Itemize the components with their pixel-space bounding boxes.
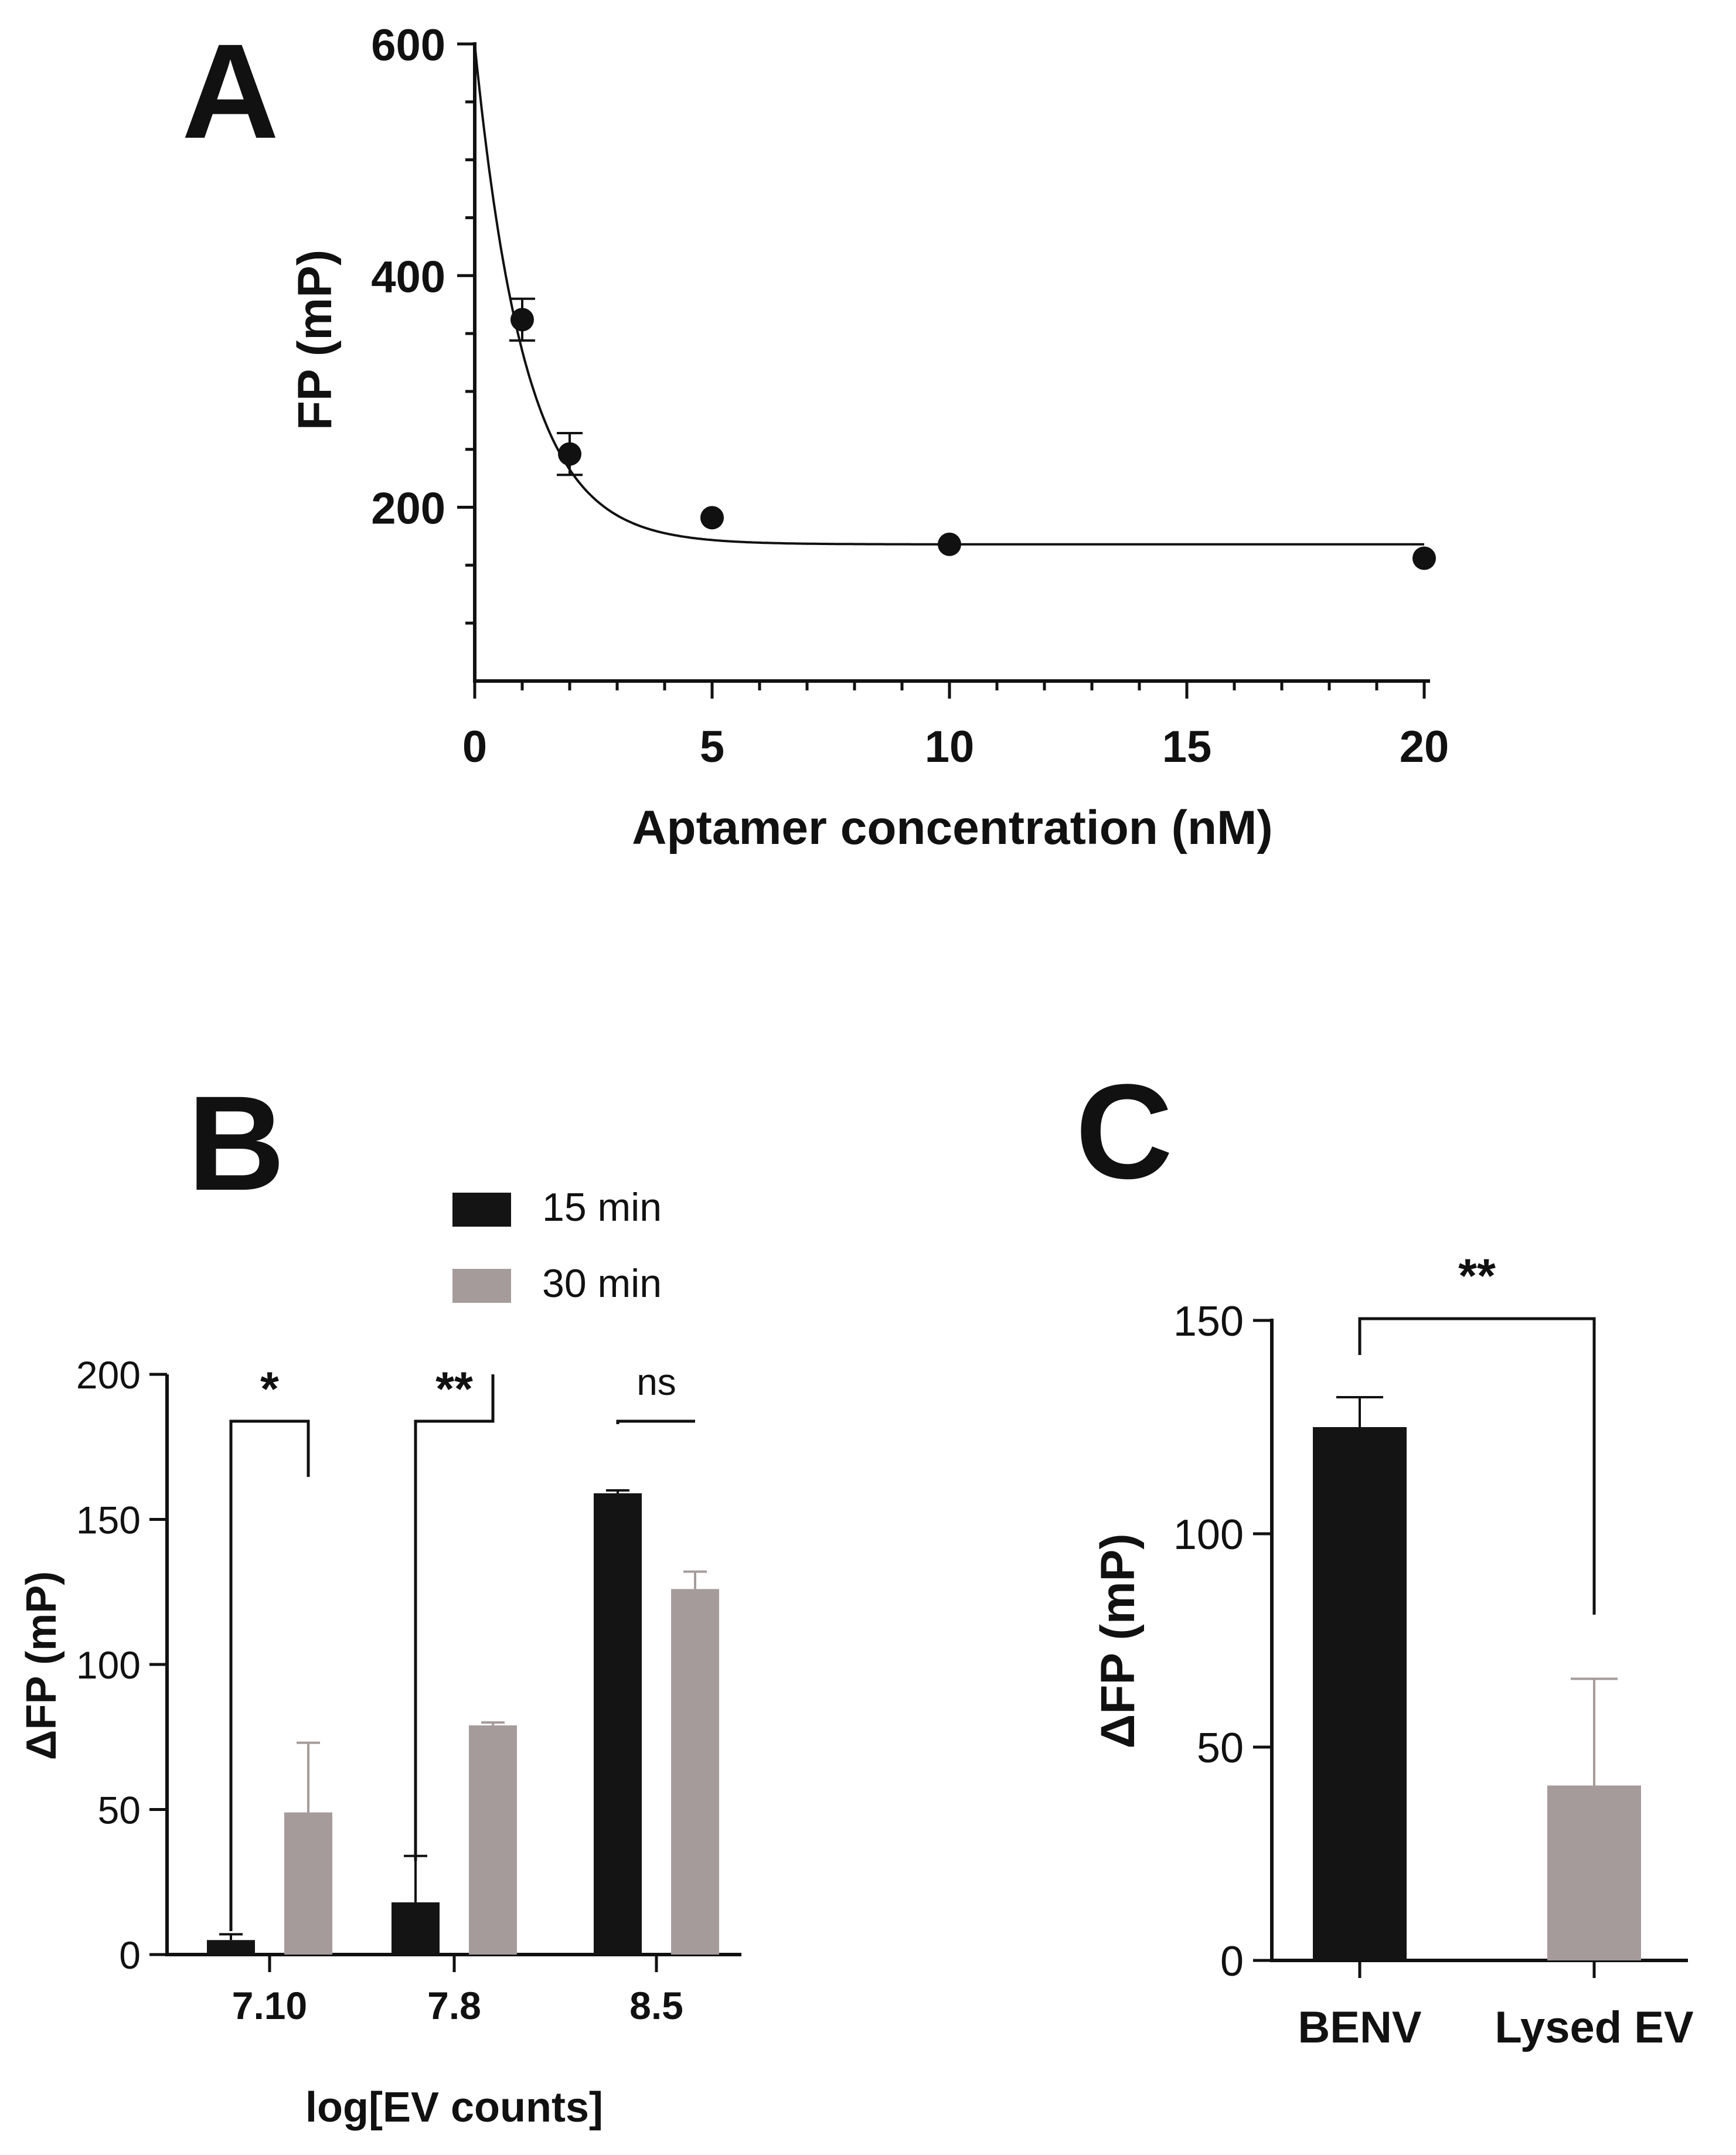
panel-b-x-ticks: 7.10 7.8 8.5 [232, 1955, 683, 2027]
panel-a-y-tick-label: 200 [371, 484, 445, 534]
panel-a-x-tick-label: 5 [700, 722, 724, 772]
panel-a: A 200 400 600 0 5 10 15 20 Aptamer concentrati… [182, 16, 1449, 854]
panel-c-y-ticks: 0 50 100 150 [1173, 1298, 1272, 1985]
panel-b-bar [469, 1725, 517, 1955]
panel-b-sig-label: ** [435, 1363, 473, 1416]
panel-c-sig-bracket [1358, 1317, 1596, 1615]
panel-b-y-tick-label: 50 [98, 1789, 141, 1832]
panel-a-y-tick-label: 600 [371, 21, 445, 70]
panel-b-bar [207, 1940, 255, 1955]
panel-a-data-point [938, 532, 961, 556]
panel-b-x-tick-label: 7.8 [427, 1984, 481, 2027]
panel-b-bar [392, 1902, 440, 1955]
panel-b-x-tick-label: 7.10 [232, 1984, 307, 2027]
panel-c-x-tick-label: BENV [1298, 2003, 1421, 2052]
panel-b-y-tick-label: 150 [76, 1499, 141, 1542]
panel-a-data-point [700, 506, 724, 530]
panel-c-sig-label: ** [1458, 1250, 1496, 1303]
panel-c-bar [1313, 1427, 1407, 1960]
panel-a-y-label: FP (mP) [288, 250, 342, 430]
legend-swatch-30min [452, 1269, 511, 1303]
panel-a-y-ticks: 200 400 600 [371, 21, 475, 625]
panel-a-data-point [558, 442, 581, 466]
panel-b-y-tick-label: 100 [76, 1643, 141, 1687]
panel-c-significance: ** [1358, 1250, 1596, 1615]
panel-a-fit-curve [474, 43, 1424, 546]
panel-c-y-tick-label: 0 [1220, 1938, 1244, 1985]
panel-a-x-ticks: 0 5 10 15 20 [462, 681, 1449, 772]
panel-c: C 0 50 100 150 BENV Lysed EV ** ΔFP (mP) [1075, 1056, 1694, 2052]
panel-b-sig-bracket [616, 1419, 695, 1424]
panel-c-y-tick-label: 150 [1173, 1298, 1244, 1345]
panel-b-y-tick-label: 200 [76, 1353, 141, 1397]
panel-b-bars [207, 1489, 719, 1955]
legend-label-30min: 30 min [542, 1261, 662, 1306]
panel-c-y-tick-label: 100 [1173, 1511, 1244, 1558]
panel-a-letter: A [182, 16, 279, 166]
panel-b-y-tick-label: 0 [119, 1933, 141, 1977]
panel-c-bars [1313, 1396, 1641, 1960]
panel-c-letter: C [1075, 1056, 1173, 1207]
panel-a-x-tick-label: 10 [925, 722, 975, 772]
legend-swatch-15min [452, 1193, 511, 1227]
panel-a-x-tick-label: 0 [462, 722, 487, 772]
panel-b-sig-label: ns [636, 1361, 676, 1403]
panel-b-bar [594, 1493, 642, 1955]
panel-b-bar [284, 1812, 332, 1955]
panel-b-x-tick-label: 8.5 [629, 1984, 683, 2027]
panel-b-sig-bracket [414, 1374, 495, 1861]
panel-c-y-tick-label: 50 [1197, 1725, 1244, 1772]
panel-a-x-tick-label: 15 [1162, 722, 1212, 772]
panel-b-sig-label: * [260, 1363, 279, 1416]
panel-a-x-label: Aptamer concentration (nM) [632, 801, 1272, 854]
legend-label-15min: 15 min [542, 1185, 662, 1230]
panel-a-y-tick-label: 400 [371, 252, 445, 302]
panel-a-points [509, 297, 1436, 570]
panel-c-x-ticks: BENV Lysed EV [1298, 1960, 1694, 2052]
panel-c-bar [1547, 1785, 1641, 1960]
panel-b-significance: * ** ns [229, 1361, 695, 1931]
panel-a-x-tick-label: 20 [1400, 722, 1449, 772]
panel-b-sig-bracket [229, 1419, 310, 1931]
panel-a-data-point [1412, 546, 1436, 570]
panel-c-y-label: ΔFP (mP) [1091, 1533, 1145, 1748]
panel-c-x-tick-label: Lysed EV [1495, 2003, 1694, 2052]
panel-b-y-ticks: 0 50 100 150 200 [76, 1353, 167, 1977]
panel-b-y-label: ΔFP (mP) [18, 1571, 65, 1760]
panel-b-bar [671, 1589, 719, 1955]
panel-a-data-point [510, 308, 534, 332]
panel-b-x-label: log[EV counts] [305, 2084, 603, 2131]
panel-b-letter: B [188, 1068, 285, 1218]
